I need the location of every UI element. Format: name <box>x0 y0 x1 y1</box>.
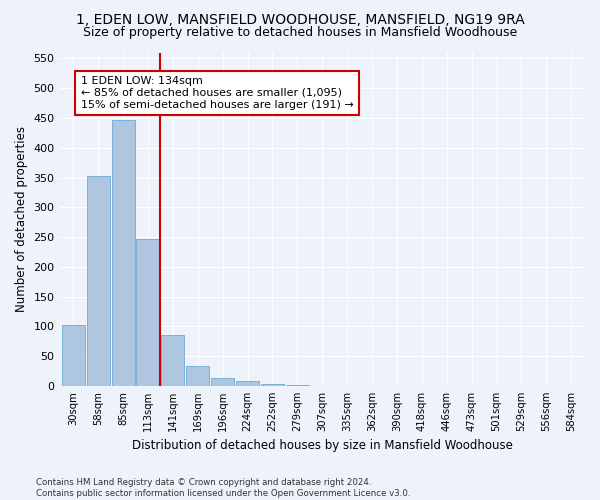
Bar <box>286 384 309 386</box>
Bar <box>62 325 85 386</box>
Text: Contains HM Land Registry data © Crown copyright and database right 2024.
Contai: Contains HM Land Registry data © Crown c… <box>36 478 410 498</box>
Bar <box>211 378 234 386</box>
Bar <box>186 366 209 386</box>
Y-axis label: Number of detached properties: Number of detached properties <box>15 126 28 312</box>
Text: 1, EDEN LOW, MANSFIELD WOODHOUSE, MANSFIELD, NG19 9RA: 1, EDEN LOW, MANSFIELD WOODHOUSE, MANSFI… <box>76 12 524 26</box>
Bar <box>86 176 110 386</box>
Bar <box>236 381 259 386</box>
Bar <box>161 334 184 386</box>
Text: Size of property relative to detached houses in Mansfield Woodhouse: Size of property relative to detached ho… <box>83 26 517 39</box>
Text: 1 EDEN LOW: 134sqm
← 85% of detached houses are smaller (1,095)
15% of semi-deta: 1 EDEN LOW: 134sqm ← 85% of detached hou… <box>81 76 353 110</box>
Bar <box>261 384 284 386</box>
X-axis label: Distribution of detached houses by size in Mansfield Woodhouse: Distribution of detached houses by size … <box>132 440 513 452</box>
Bar <box>136 239 160 386</box>
Bar <box>112 120 134 386</box>
